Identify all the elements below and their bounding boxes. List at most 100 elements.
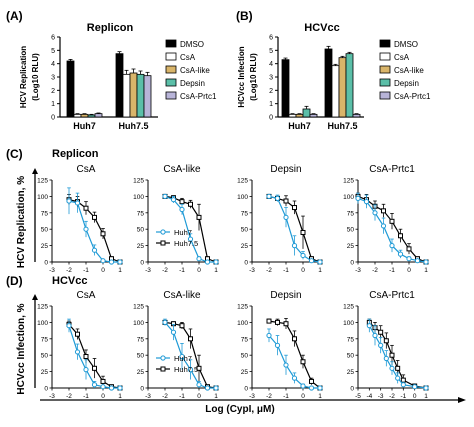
line-y-tick-label: 25 [41,369,49,376]
line-x-tick-label: -1 [283,393,289,400]
data-point [179,206,185,213]
line-x-tick-label: -5 [355,393,361,400]
line-y-tick-label: 25 [241,243,249,250]
line-x-tick-label: -3 [355,267,361,274]
panel-label-d: (D) [6,274,23,288]
data-point [389,352,395,358]
bar-category-label: Huh7 [288,121,311,131]
line-y-tick-label: 100 [133,194,144,201]
data-point [406,246,412,252]
data-point [363,199,370,205]
line-x-tick-label: -3 [378,393,384,400]
data-point [395,375,401,381]
bar [281,59,290,118]
legend-marker [160,366,166,372]
line-x-tick-label: 0 [197,267,201,274]
line-y-tick-label: 25 [137,369,145,376]
data-point [292,336,297,342]
legend-label: CsA-like [394,66,424,75]
bar [352,113,361,118]
data-point [162,319,168,325]
line-y-tick-label: 75 [137,210,145,217]
data-point [389,218,395,224]
line-x-tick-label: -2 [162,393,168,400]
line-x-tick-label: 0 [407,267,411,274]
data-point [187,236,194,242]
bar-y-tick-label: 2 [51,88,55,95]
data-point [74,200,81,206]
data-point [188,336,193,342]
data-point [117,259,123,265]
bar-y-tick-label: 6 [51,35,55,42]
data-point [92,214,97,220]
data-point [274,342,281,348]
bar-y-tick-label: 4 [51,61,55,68]
line-chart-title: Depsin [270,164,301,175]
line-y-tick-label: 100 [133,320,144,327]
line-y-tick-label: 125 [343,178,354,185]
line-y-tick-label: 25 [41,243,49,250]
line-y-tick-label: 50 [137,353,145,360]
data-point [292,205,297,211]
bar-y-tick-label: 5 [269,48,273,55]
data-point [308,385,315,391]
bar-y-tick-label: 0 [269,115,273,122]
data-point [389,365,395,371]
line-x-tick-label: -3 [145,393,151,400]
data-point [366,323,372,329]
series-line [357,197,427,263]
data-point [389,243,395,249]
legend-marker [160,240,166,246]
bar [288,113,297,118]
data-point [266,332,272,339]
line-y-tick-label: 75 [241,210,249,217]
line-x-tick-label: 0 [101,267,105,274]
line-x-tick-label: -1 [83,393,89,400]
line-y-tick-label: 0 [244,260,248,267]
line-y-tick-label: 0 [350,386,354,393]
line-y-tick-label: 25 [241,369,249,376]
data-point [400,382,406,388]
line-x-tick-label: 1 [318,393,322,400]
line-y-tick-label: 125 [237,178,248,185]
line-chart-title: CsA [77,290,96,301]
line-y-tick-label: 0 [140,386,144,393]
bar [66,60,75,118]
bar [295,113,304,118]
data-point [74,349,81,355]
line-chart-title: CsA-Prtc1 [369,164,415,175]
row-ylabel-infection: HCVcc Infection, % [16,303,27,394]
data-point [308,258,315,264]
data-point [170,197,177,203]
line-y-tick-label: 25 [347,369,355,376]
data-point [291,375,298,381]
x-arrow-head [458,397,466,403]
bar [338,57,347,118]
line-y-tick-label: 50 [41,353,49,360]
line-x-tick-label: -3 [249,267,255,274]
panel-label-c: (C) [6,147,23,161]
bar-category-label: Huh7.5 [327,121,357,131]
data-point [412,384,418,390]
line-y-tick-label: 125 [37,304,48,311]
data-point [187,367,194,373]
data-point [300,252,306,259]
line-x-tick-label: -3 [145,267,151,274]
data-point [291,243,298,249]
data-point [75,331,80,337]
line-x-tick-label: 0 [101,393,105,400]
legend-marker [160,229,166,235]
y-arrow-head [32,294,38,300]
data-point [414,258,421,264]
line-y-tick-label: 100 [37,320,48,327]
bar-y-tick-label: 4 [269,61,273,68]
line-x-tick-label: 1 [318,267,322,274]
data-point [381,208,386,214]
data-point [283,321,289,327]
data-point [398,233,403,239]
legend-label: DMSO [180,40,204,49]
line-y-tick-label: 50 [41,227,49,234]
data-point [283,198,289,204]
line-x-tick-label: 0 [301,267,305,274]
data-point [91,382,98,388]
